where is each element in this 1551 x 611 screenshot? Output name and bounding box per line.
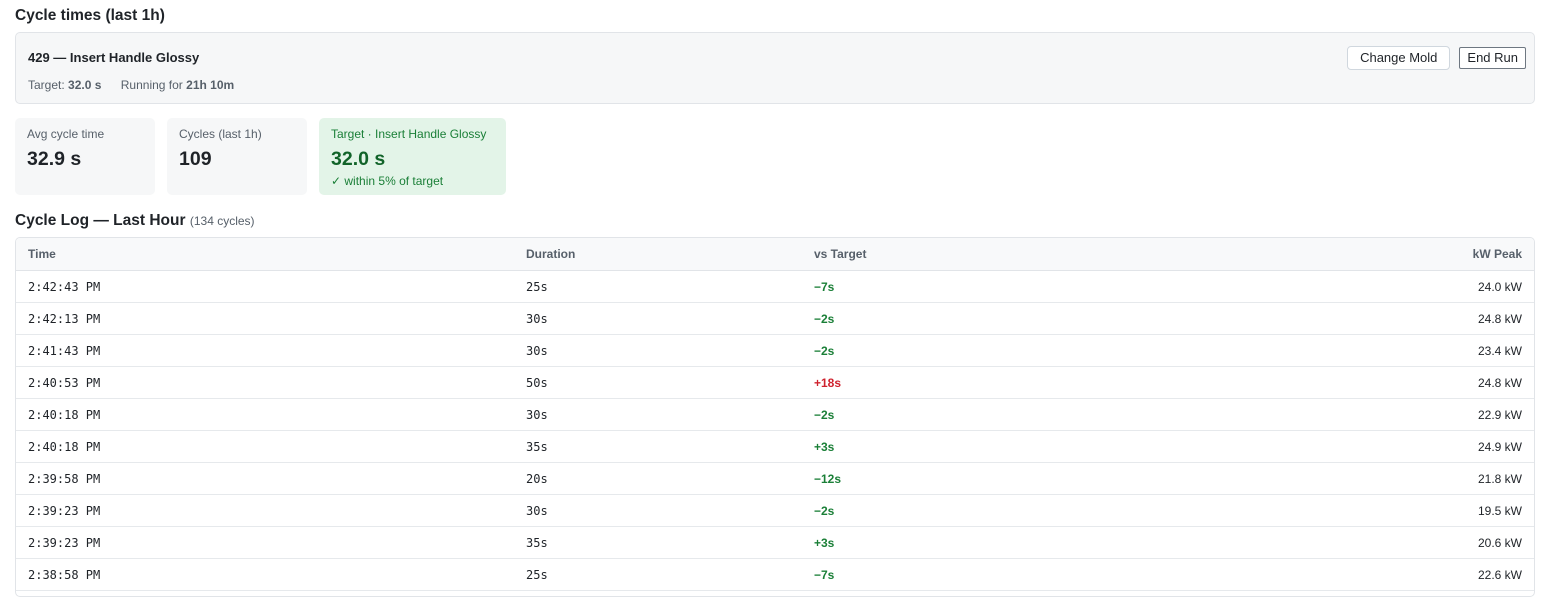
cell-duration: 35s bbox=[514, 430, 802, 463]
cell-duration: 30s bbox=[514, 302, 802, 335]
table-row: 2:40:18 PM 30s −2s 22.9 kW bbox=[16, 398, 1534, 431]
cell-kw-peak: 19.5 kW bbox=[1389, 494, 1534, 527]
table-row: 2:40:18 PM 35s +3s 24.9 kW bbox=[16, 430, 1534, 463]
cycle-log-title: Cycle Log — Last Hour (134 cycles) bbox=[15, 211, 255, 231]
stat-label: Target · Insert Handle Glossy bbox=[331, 127, 487, 141]
cell-time: 2:41:43 PM bbox=[16, 334, 514, 367]
table-row: 2:39:58 PM 20s −12s 21.8 kW bbox=[16, 462, 1534, 495]
cell-vs-target: −2s bbox=[802, 302, 1389, 335]
cell-time: 2:39:23 PM bbox=[16, 494, 514, 527]
cell-duration: 30s bbox=[514, 494, 802, 527]
target-value: 32.0 s bbox=[68, 78, 102, 92]
cell-kw-peak: 20.6 kW bbox=[1389, 526, 1534, 559]
target-label: Target: bbox=[28, 78, 65, 92]
cell-duration: 25s bbox=[514, 558, 802, 591]
table-row: 2:39:23 PM 35s +3s 20.6 kW bbox=[16, 526, 1534, 559]
cell-vs-target: −2s bbox=[802, 398, 1389, 431]
avg-cycle-stat: Avg cycle time 32.9 s bbox=[15, 118, 155, 195]
cell-time: 2:38:58 PM bbox=[16, 558, 514, 591]
cell-time: 2:39:23 PM bbox=[16, 526, 514, 559]
table-row: 2:39:23 PM 30s −2s 19.5 kW bbox=[16, 494, 1534, 527]
cell-duration: 35s bbox=[514, 526, 802, 559]
table-row: 2:42:43 PM 25s −7s 24.0 kW bbox=[16, 270, 1534, 303]
run-name: 429 — Insert Handle Glossy bbox=[28, 50, 200, 65]
cell-kw-peak: 24.8 kW bbox=[1389, 366, 1534, 399]
cell-time: 2:40:53 PM bbox=[16, 366, 514, 399]
target-stat: Target · Insert Handle Glossy 32.0 s ✓ w… bbox=[319, 118, 506, 195]
cell-vs-target: −7s bbox=[802, 270, 1389, 303]
cell-time: 2:42:43 PM bbox=[16, 270, 514, 303]
cell-vs-target: +3s bbox=[802, 526, 1389, 559]
col-vs-target[interactable]: vs Target bbox=[802, 238, 1389, 271]
cell-duration: 50s bbox=[514, 366, 802, 399]
change-mold-button[interactable]: Change Mold bbox=[1347, 46, 1451, 70]
stat-value: 109 bbox=[179, 148, 212, 170]
cell-duration: 30s bbox=[514, 334, 802, 367]
stat-value: 32.0 s bbox=[331, 148, 386, 170]
active-run-card: 429 — Insert Handle Glossy Target: 32.0 … bbox=[15, 32, 1535, 104]
table-row: 2:38:58 PM 25s −7s 22.6 kW bbox=[16, 558, 1534, 591]
col-kw-peak[interactable]: kW Peak bbox=[1389, 238, 1534, 271]
cycle-log-heading: Cycle Log — Last Hour bbox=[15, 212, 186, 229]
table-header-row: Time Duration vs Target kW Peak bbox=[16, 238, 1534, 271]
cell-kw-peak: 24.8 kW bbox=[1389, 302, 1534, 335]
table-row: 2:42:13 PM 30s −2s 24.8 kW bbox=[16, 302, 1534, 335]
run-actions: Change Mold End Run bbox=[1347, 46, 1526, 70]
cell-duration: 25s bbox=[514, 270, 802, 303]
running-value: 21h 10m bbox=[186, 78, 235, 92]
cycle-log-table: Time Duration vs Target kW Peak 2:42:43 … bbox=[15, 237, 1535, 597]
cell-kw-peak: 24.0 kW bbox=[1389, 270, 1534, 303]
cell-kw-peak: 22.9 kW bbox=[1389, 398, 1534, 431]
end-run-button[interactable]: End Run bbox=[1459, 47, 1526, 69]
running-label: Running for bbox=[120, 78, 183, 92]
cell-kw-peak: 24.9 kW bbox=[1389, 430, 1534, 463]
cell-kw-peak: 23.4 kW bbox=[1389, 334, 1534, 367]
cycle-count: (134 cycles) bbox=[189, 214, 255, 228]
cycle-times-panel: Cycle times (last 1h) 429 — Insert Handl… bbox=[0, 0, 1551, 597]
cell-vs-target: −2s bbox=[802, 334, 1389, 367]
col-time[interactable]: Time bbox=[16, 238, 514, 271]
cell-vs-target: −12s bbox=[802, 462, 1389, 495]
cell-kw-peak: 22.6 kW bbox=[1389, 558, 1534, 591]
cell-duration: 30s bbox=[514, 398, 802, 431]
page-title: Cycle times (last 1h) bbox=[15, 7, 165, 24]
stat-label: Cycles (last 1h) bbox=[179, 127, 262, 141]
cell-vs-target: −7s bbox=[802, 558, 1389, 591]
cell-time: 2:42:13 PM bbox=[16, 302, 514, 335]
cycles-count-stat: Cycles (last 1h) 109 bbox=[167, 118, 307, 195]
stat-label: Avg cycle time bbox=[27, 127, 105, 141]
table-row: 2:41:43 PM 30s −2s 23.4 kW bbox=[16, 334, 1534, 367]
table-row: 2:40:53 PM 50s +18s 24.8 kW bbox=[16, 366, 1534, 399]
cell-time: 2:40:18 PM bbox=[16, 430, 514, 463]
cell-vs-target: +3s bbox=[802, 430, 1389, 463]
cell-duration: 20s bbox=[514, 462, 802, 495]
stats-row: Avg cycle time 32.9 s Cycles (last 1h) 1… bbox=[15, 118, 506, 195]
cell-kw-peak: 21.8 kW bbox=[1389, 462, 1534, 495]
cell-vs-target: +18s bbox=[802, 366, 1389, 399]
run-meta: Target: 32.0 s Running for 21h 10m bbox=[28, 78, 234, 93]
cell-time: 2:40:18 PM bbox=[16, 398, 514, 431]
stat-value: 32.9 s bbox=[27, 148, 82, 170]
cell-vs-target: −2s bbox=[802, 494, 1389, 527]
target-status-note: ✓ within 5% of target bbox=[331, 174, 444, 188]
col-duration[interactable]: Duration bbox=[514, 238, 802, 271]
cell-time: 2:39:58 PM bbox=[16, 462, 514, 495]
